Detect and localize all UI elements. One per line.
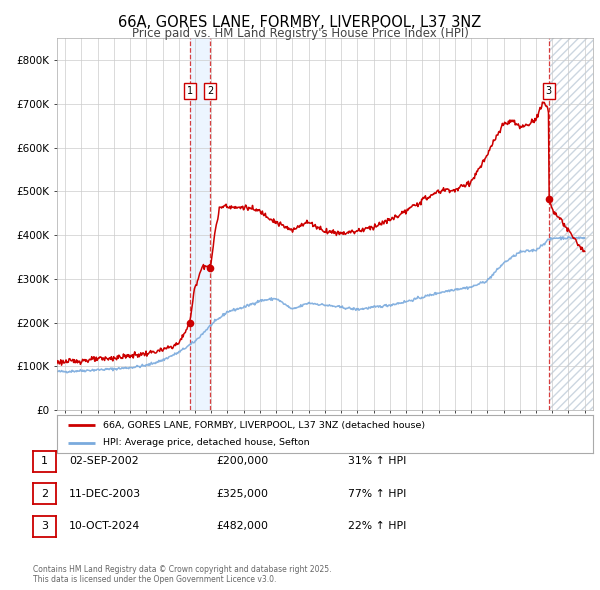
Bar [548,38,593,410]
Text: £482,000: £482,000 [216,522,268,531]
Text: 11-DEC-2003: 11-DEC-2003 [69,489,141,499]
Text: 10-OCT-2024: 10-OCT-2024 [69,522,140,531]
Text: 1: 1 [187,86,193,96]
Text: 3: 3 [41,522,48,531]
Text: £200,000: £200,000 [216,457,268,466]
Text: 66A, GORES LANE, FORMBY, LIVERPOOL, L37 3NZ (detached house): 66A, GORES LANE, FORMBY, LIVERPOOL, L37 … [103,421,425,430]
Text: 22% ↑ HPI: 22% ↑ HPI [348,522,406,531]
Text: 2: 2 [208,86,214,96]
Text: Contains HM Land Registry data © Crown copyright and database right 2025.
This d: Contains HM Land Registry data © Crown c… [33,565,331,584]
Bar [548,38,593,410]
Text: 1: 1 [41,457,48,466]
Text: 3: 3 [545,86,551,96]
Text: 02-SEP-2002: 02-SEP-2002 [69,457,139,466]
Bar [190,38,211,410]
Text: 77% ↑ HPI: 77% ↑ HPI [348,489,406,499]
Text: £325,000: £325,000 [216,489,268,499]
Text: 31% ↑ HPI: 31% ↑ HPI [348,457,406,466]
Text: 2: 2 [41,489,48,499]
Text: Price paid vs. HM Land Registry's House Price Index (HPI): Price paid vs. HM Land Registry's House … [131,27,469,40]
Text: 66A, GORES LANE, FORMBY, LIVERPOOL, L37 3NZ: 66A, GORES LANE, FORMBY, LIVERPOOL, L37 … [118,15,482,30]
Text: HPI: Average price, detached house, Sefton: HPI: Average price, detached house, Seft… [103,438,309,447]
